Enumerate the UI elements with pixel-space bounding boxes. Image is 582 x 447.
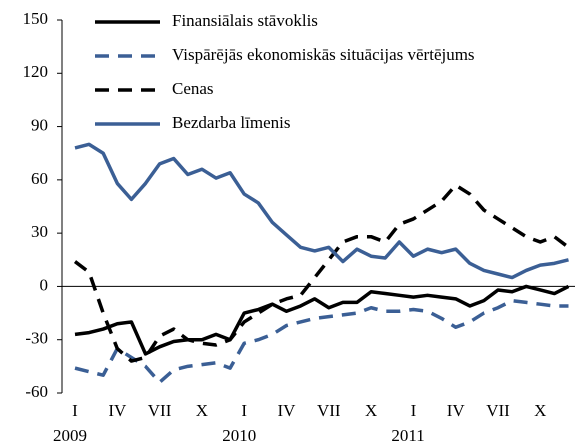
legend-label: Vispārējās ekonomiskās situācijas vērtēj… [172,45,475,64]
y-tick-label: 150 [23,9,49,28]
legend-label: Finansiālais stāvoklis [172,11,318,30]
x-tick-label: X [534,401,546,420]
legend-label: Cenas [172,79,214,98]
year-label: 2011 [391,426,424,445]
year-label: 2010 [222,426,256,445]
year-label: 2009 [53,426,87,445]
x-tick-label: IV [447,401,466,420]
x-tick-label: IV [278,401,297,420]
x-tick-label: IV [108,401,127,420]
y-tick-label: 120 [23,62,49,81]
x-tick-label: I [241,401,247,420]
series-line [73,183,570,363]
x-tick-label: X [365,401,377,420]
legend-label: Bezdarba līmenis [172,113,291,132]
y-tick-label: -60 [25,382,48,401]
series-line [74,284,570,356]
x-tick-label: VII [317,401,341,420]
y-tick-label: 30 [31,222,48,241]
y-tick-label: -30 [25,329,48,348]
series-line [74,298,569,385]
y-tick-label: 60 [31,169,48,188]
y-tick-label: 90 [31,115,48,134]
y-tick-label: 0 [40,275,49,294]
x-tick-label: VII [148,401,172,420]
series-line [74,142,569,280]
x-tick-label: VII [486,401,510,420]
x-tick-label: I [411,401,417,420]
x-tick-label: X [196,401,208,420]
x-tick-label: I [72,401,78,420]
